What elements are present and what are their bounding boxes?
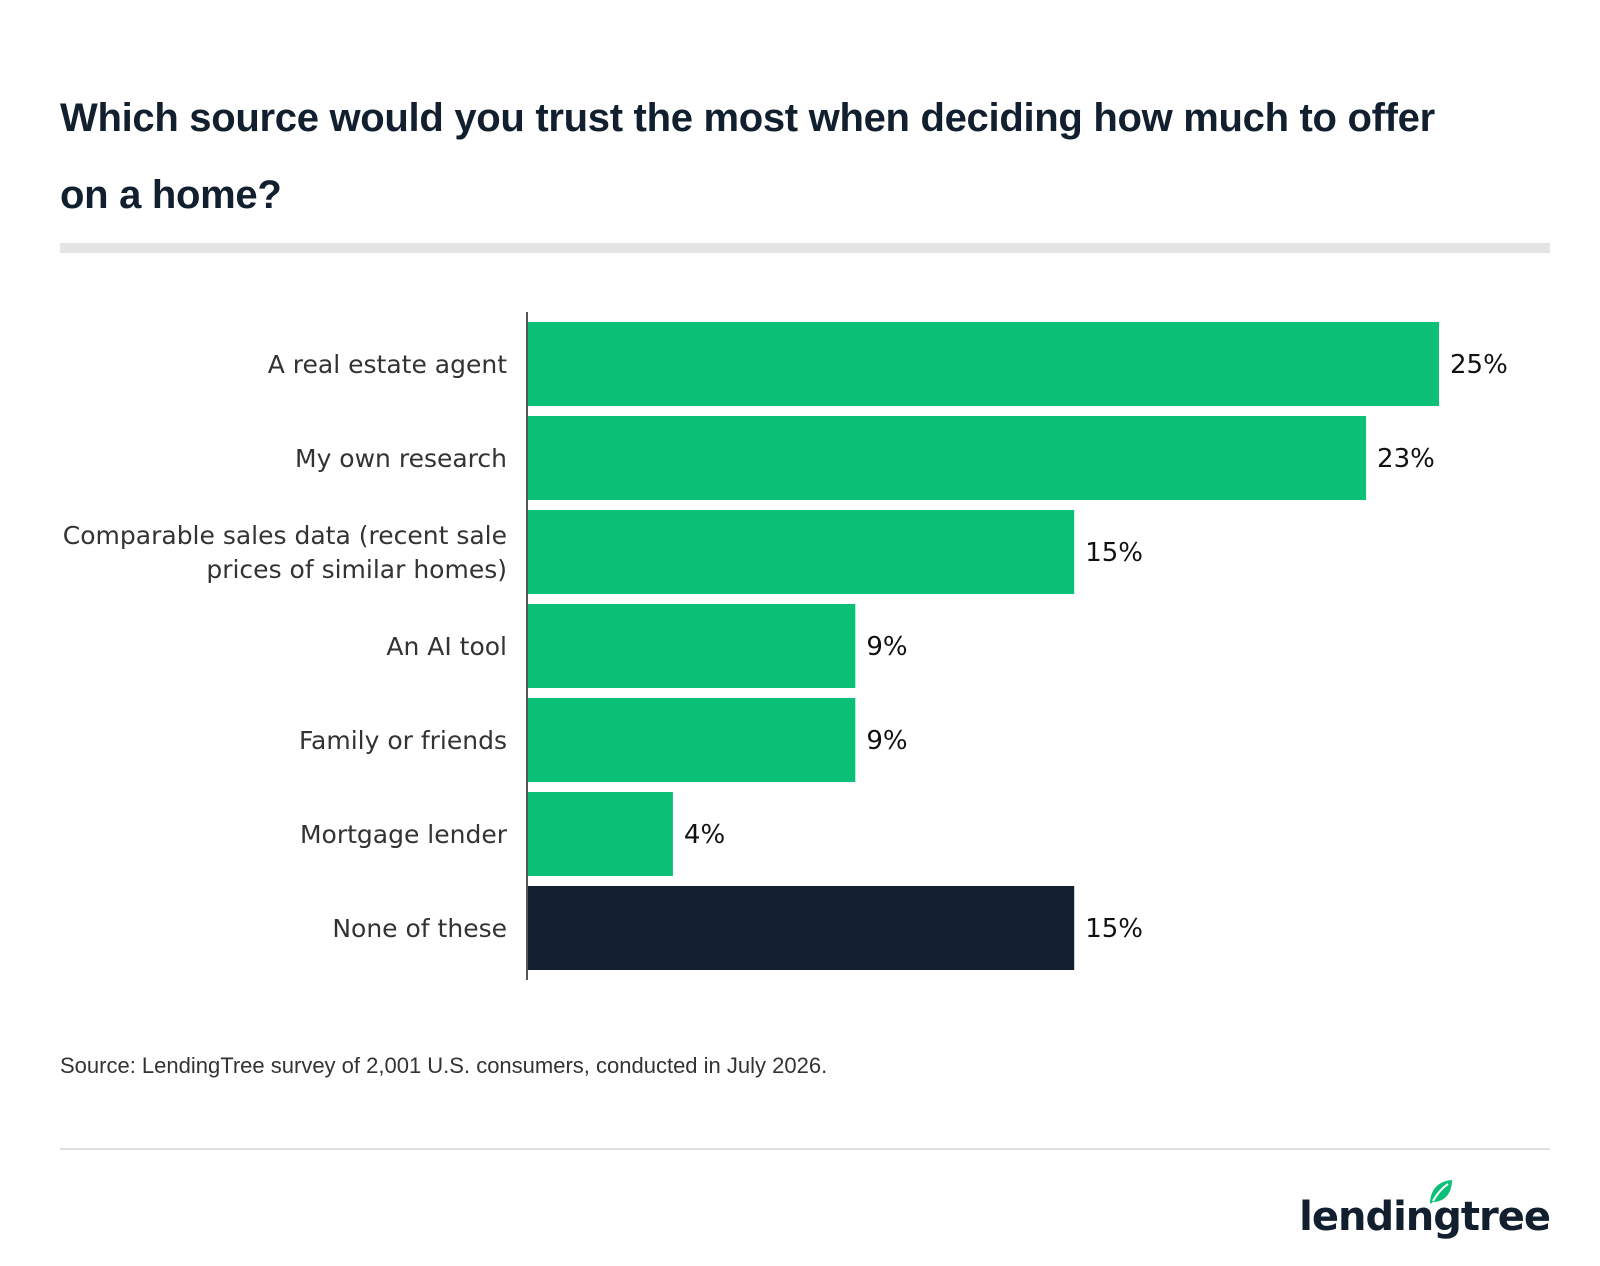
category-label-5: Mortgage lender [300,820,508,849]
category-label-4: Family or friends [299,726,507,755]
bar-6 [527,886,1075,970]
footer-divider [60,1148,1550,1150]
value-label-2: 15% [1085,538,1143,568]
bar-0 [527,322,1439,406]
bar-chart: 25% A real estate agent 23% My own research… [63,312,1508,980]
bar-3 [527,604,856,688]
value-label-6: 15% [1085,914,1143,944]
logo-wordmark: lendingtree [1299,1194,1551,1240]
category-label-0: A real estate agent [268,350,507,379]
category-label-3: An AI tool [386,632,507,661]
bar-4 [527,698,856,782]
lendingtree-logo: lendingtree [1299,1178,1551,1240]
value-label-1: 23% [1377,444,1435,474]
bar-1 [527,416,1367,500]
value-label-5: 4% [684,820,725,850]
chart-title: Which source would you trust the most wh… [60,96,1435,217]
category-label-1: My own research [295,444,507,473]
value-label-3: 9% [866,632,907,662]
value-label-0: 25% [1450,350,1508,380]
bar-2 [527,510,1075,594]
bar-5 [527,792,673,876]
category-label-2-line-1: prices of similar homes) [206,555,507,584]
leaf-icon [1430,1180,1452,1204]
title-divider [60,243,1550,253]
category-label-2-line-0: Comparable sales data (recent sale [63,521,507,550]
source-note: Source: LendingTree survey of 2,001 U.S.… [60,1053,828,1078]
value-label-4: 9% [866,726,907,756]
category-label-6: None of these [332,914,507,943]
